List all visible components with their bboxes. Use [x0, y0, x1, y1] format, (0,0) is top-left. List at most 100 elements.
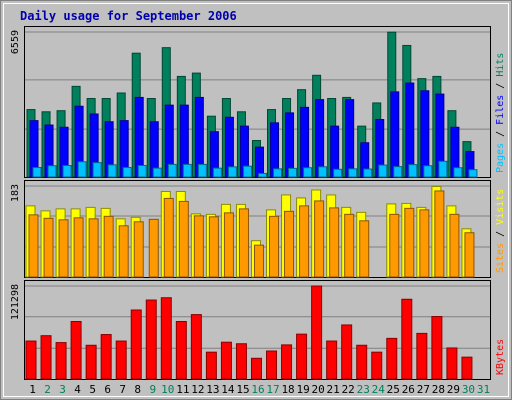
bar-kbytes-day-25 — [386, 337, 398, 380]
bar-sites-day-20 — [314, 200, 325, 278]
bar-pages-day-14 — [227, 166, 237, 178]
day-label-12: 12 — [191, 383, 204, 396]
bar-kbytes-day-30 — [461, 356, 473, 380]
bar-pages-day-7 — [122, 166, 132, 178]
day-label-5: 5 — [89, 383, 96, 396]
bar-kbytes-day-4 — [70, 320, 82, 380]
bar-pages-day-2 — [47, 165, 57, 178]
bar-pages-day-13 — [212, 167, 222, 178]
bar-pages-day-30 — [468, 169, 478, 178]
bar-kbytes-day-20 — [311, 285, 323, 380]
bar-sites-day-2 — [43, 217, 54, 278]
bar-pages-day-26 — [408, 164, 418, 178]
legend-separator: / — [495, 77, 506, 95]
day-label-8: 8 — [134, 383, 141, 396]
bar-sites-day-26 — [404, 207, 415, 278]
legend-entry: KBytes — [495, 339, 506, 375]
day-label-13: 13 — [206, 383, 219, 396]
bar-kbytes-day-23 — [356, 344, 368, 380]
bar-sites-day-15 — [238, 208, 249, 278]
bar-pages-day-18 — [288, 167, 298, 178]
bar-pages-day-27 — [423, 165, 433, 178]
bar-sites-day-5 — [88, 218, 99, 278]
bar-kbytes-day-19 — [296, 333, 308, 380]
bar-sites-day-8 — [133, 221, 144, 278]
bar-kbytes-day-10 — [160, 297, 172, 380]
day-label-2: 2 — [44, 383, 51, 396]
legend-text: KBytes — [495, 339, 506, 375]
bar-pages-day-25 — [393, 166, 403, 178]
bar-kbytes-day-28 — [431, 316, 443, 380]
chart-title: Daily usage for September 2006 — [20, 9, 237, 23]
day-label-17: 17 — [266, 383, 279, 396]
day-label-1: 1 — [29, 383, 36, 396]
bar-kbytes-day-21 — [326, 340, 338, 380]
bar-files-day-25 — [390, 91, 400, 178]
bar-files-day-22 — [345, 99, 355, 178]
day-label-9: 9 — [149, 383, 156, 396]
legend-entry: Sites — [495, 243, 506, 273]
legend-entry: Pages — [495, 143, 506, 173]
day-label-21: 21 — [327, 383, 340, 396]
day-label-16: 16 — [251, 383, 264, 396]
bar-kbytes-day-6 — [100, 334, 112, 380]
chart-panels: 6559 Pages / Files / Hits 183 Sites / Visit… — [10, 26, 506, 380]
bar-pages-day-23 — [363, 168, 373, 178]
bar-kbytes-day-11 — [175, 320, 187, 380]
bar-pages-day-20 — [318, 166, 328, 178]
bar-kbytes-day-13 — [205, 351, 217, 380]
bar-kbytes-day-18 — [281, 344, 293, 380]
bar-kbytes-day-8 — [130, 309, 142, 380]
bar-sites-day-22 — [344, 213, 355, 278]
bar-pages-day-22 — [348, 168, 358, 178]
day-label-19: 19 — [296, 383, 309, 396]
series-sites — [28, 190, 475, 278]
bar-files-day-16 — [254, 146, 264, 178]
bar-kbytes-day-26 — [401, 298, 413, 380]
bar-kbytes-day-3 — [55, 342, 67, 380]
day-label-11: 11 — [176, 383, 189, 396]
bar-kbytes-day-12 — [190, 314, 202, 380]
bar-sites-day-29 — [449, 213, 460, 278]
bar-sites-day-13 — [208, 216, 219, 278]
bar-sites-day-17 — [269, 215, 280, 278]
bar-sites-day-23 — [359, 220, 370, 278]
bar-files-day-19 — [300, 106, 310, 178]
y-max-label: 121298 — [10, 284, 21, 320]
bar-sites-day-7 — [118, 225, 129, 278]
bar-sites-day-10 — [163, 197, 174, 278]
legend-separator: / — [495, 225, 506, 243]
bar-sites-day-3 — [58, 219, 69, 278]
day-label-30: 30 — [462, 383, 475, 396]
bar-kbytes-day-7 — [115, 340, 127, 380]
day-label-3: 3 — [59, 383, 66, 396]
bar-files-day-26 — [405, 82, 415, 178]
bar-sites-day-30 — [464, 232, 475, 278]
bar-kbytes-day-29 — [446, 347, 458, 380]
bar-pages-day-28 — [438, 160, 448, 178]
bar-pages-day-11 — [182, 163, 192, 178]
day-label-4: 4 — [74, 383, 81, 396]
panel-2: 183 Sites / Visits — [10, 180, 506, 278]
bar-kbytes-day-16 — [250, 357, 262, 380]
bar-kbytes-day-1 — [25, 340, 37, 380]
bar-kbytes-day-27 — [416, 332, 428, 380]
bar-sites-day-12 — [193, 215, 204, 278]
bar-pages-day-3 — [62, 165, 72, 178]
bar-pages-day-16 — [257, 172, 267, 178]
bar-sites-day-28 — [434, 190, 445, 278]
day-label-27: 27 — [417, 383, 430, 396]
day-label-14: 14 — [221, 383, 235, 396]
day-label-10: 10 — [161, 383, 174, 396]
bar-kbytes-day-5 — [85, 344, 97, 380]
day-label-23: 23 — [357, 383, 370, 396]
bar-sites-day-18 — [284, 210, 295, 278]
panel-legend: Sites / Visits — [495, 189, 506, 273]
day-label-20: 20 — [312, 383, 325, 396]
legend-entry: Files — [495, 95, 506, 125]
bar-pages-day-8 — [137, 165, 147, 178]
bar-sites-day-25 — [389, 213, 400, 278]
panel-3: 121298 KBytes — [10, 280, 506, 380]
bar-sites-day-9 — [148, 218, 159, 278]
